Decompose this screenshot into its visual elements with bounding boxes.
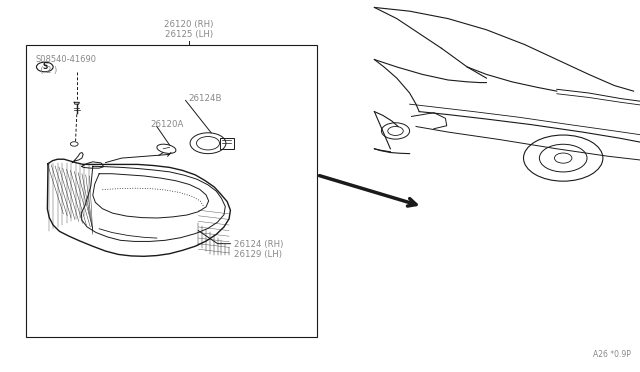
- Bar: [26, 45, 317, 337]
- Text: 26120A: 26120A: [150, 120, 184, 129]
- Text: S08540-41690
  ( 2 ): S08540-41690 ( 2 ): [35, 55, 96, 75]
- Text: S: S: [42, 62, 47, 71]
- Text: 26124 (RH)
26129 (LH): 26124 (RH) 26129 (LH): [234, 240, 283, 259]
- Text: 26120 (RH)
26125 (LH): 26120 (RH) 26125 (LH): [164, 20, 214, 39]
- Text: 26124B: 26124B: [189, 94, 222, 103]
- Bar: [220, 138, 234, 149]
- Text: A26 *0.9P: A26 *0.9P: [593, 350, 630, 359]
